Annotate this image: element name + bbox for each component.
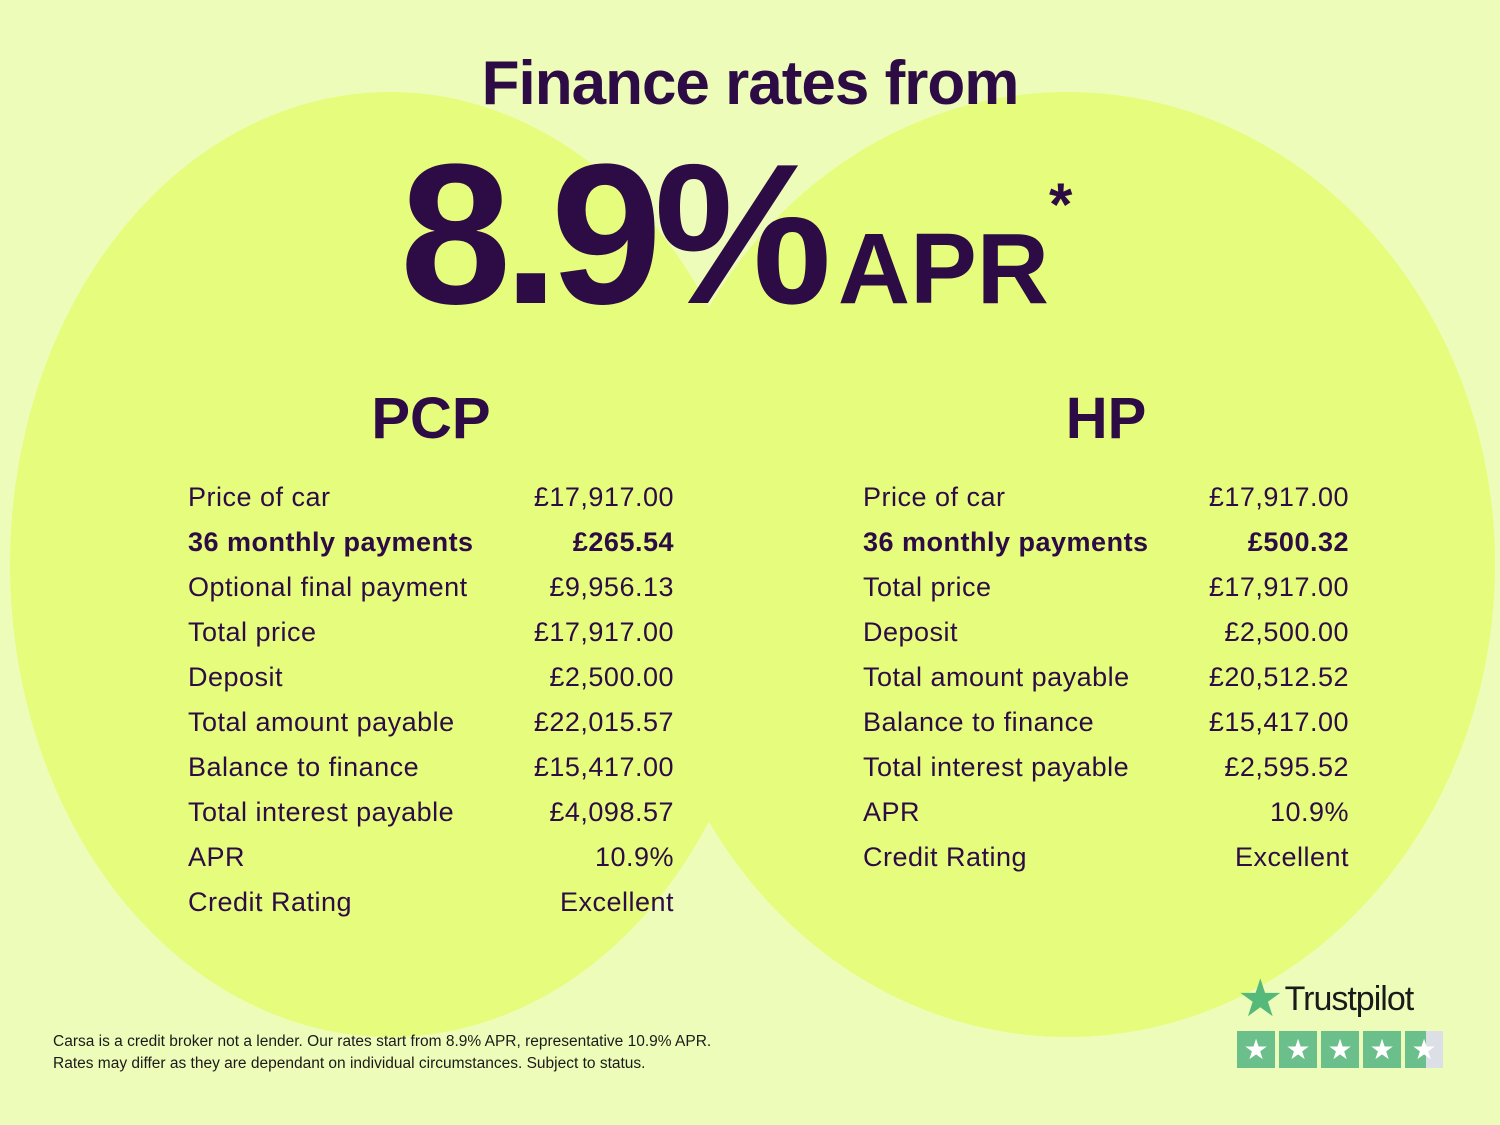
rating-star-icon: ★ <box>1321 1031 1359 1068</box>
table-row: Total interest payable £2,595.52 <box>863 745 1349 790</box>
star-icon: ★ <box>1237 970 1284 1028</box>
row-label: Total interest payable <box>188 797 455 827</box>
table-row: Total interest payable £4,098.57 <box>188 790 674 835</box>
row-label: Total amount payable <box>863 662 1130 692</box>
row-label: 36 monthly payments <box>863 527 1149 557</box>
row-label: 36 monthly payments <box>188 527 474 557</box>
rating-star-icon: ★ <box>1279 1031 1317 1068</box>
trustpilot-logo: ★ Trustpilot <box>1237 970 1447 1028</box>
row-label: Deposit <box>188 662 284 692</box>
row-label: Total price <box>863 572 992 602</box>
table-row: Credit Rating Excellent <box>188 880 674 925</box>
row-value: £500.32 <box>1247 527 1349 557</box>
table-row: Balance to finance £15,417.00 <box>863 700 1349 745</box>
row-label: Balance to finance <box>188 752 420 782</box>
row-label: Price of car <box>188 482 331 512</box>
rating-star-icon: ★ <box>1237 1031 1275 1068</box>
disclaimer: Carsa is a credit broker not a lender. O… <box>53 1031 711 1075</box>
row-label: Credit Rating <box>188 887 353 917</box>
row-label: Price of car <box>863 482 1006 512</box>
row-value: £17,917.00 <box>1208 482 1349 512</box>
table-row: Price of car £17,917.00 <box>863 475 1349 520</box>
row-value: £20,512.52 <box>1208 662 1349 692</box>
row-value: £17,917.00 <box>1208 572 1349 602</box>
trustpilot-name: Trustpilot <box>1284 979 1415 1018</box>
table-row: APR 10.9% <box>863 790 1349 835</box>
row-value: 10.9% <box>594 842 674 872</box>
table-row: Total price £17,917.00 <box>188 610 674 655</box>
table-row: Total amount payable £20,512.52 <box>863 655 1349 700</box>
row-value: £22,015.57 <box>533 707 674 737</box>
rating-star-icon: ★ <box>1363 1031 1401 1068</box>
row-value: £15,417.00 <box>533 752 674 782</box>
row-value: £2,500.00 <box>549 662 674 692</box>
table-row: Price of car £17,917.00 <box>188 475 674 520</box>
table-row: Deposit £2,500.00 <box>188 655 674 700</box>
hp-table: HP Price of car £17,917.00 36 monthly paym… <box>863 385 1349 880</box>
row-value: Excellent <box>1234 842 1349 872</box>
row-label: Total amount payable <box>188 707 455 737</box>
headline: Finance rates from <box>481 49 1020 118</box>
row-label: Optional final payment <box>188 572 468 602</box>
row-value: £15,417.00 <box>1208 707 1349 737</box>
row-value: £2,595.52 <box>1224 752 1349 782</box>
table-row: Total amount payable £22,015.57 <box>188 700 674 745</box>
table-row: APR 10.9% <box>188 835 674 880</box>
table-row: 36 monthly payments £265.54 <box>188 520 674 565</box>
hp-title: HP <box>1065 386 1147 451</box>
row-label: Balance to finance <box>863 707 1095 737</box>
trustpilot-badge: ★ Trustpilot ★ ★ ★ ★ ★ <box>1237 970 1447 1068</box>
background-blob-right <box>640 92 1495 1037</box>
table-row: Balance to finance £15,417.00 <box>188 745 674 790</box>
table-row: Optional final payment £9,956.13 <box>188 565 674 610</box>
row-label: APR <box>863 797 921 827</box>
row-value: £2,500.00 <box>1224 617 1349 647</box>
table-row: Total price £17,917.00 <box>863 565 1349 610</box>
row-value: £9,956.13 <box>549 572 674 602</box>
rating-star-icon: ★ <box>1405 1031 1443 1068</box>
pcp-title: PCP <box>371 386 491 451</box>
table-row: Credit Rating Excellent <box>863 835 1349 880</box>
rate-asterisk: * <box>1049 171 1073 238</box>
table-row: Deposit £2,500.00 <box>863 610 1349 655</box>
row-value: £265.54 <box>572 527 674 557</box>
disclaimer-line: Rates may differ as they are dependant o… <box>53 1055 646 1072</box>
rate-value: 8.9% <box>400 123 832 346</box>
trustpilot-rating: ★ ★ ★ ★ ★ <box>1237 1031 1447 1068</box>
row-label: Credit Rating <box>863 842 1028 872</box>
row-value: 10.9% <box>1269 797 1349 827</box>
row-value: Excellent <box>559 887 674 917</box>
disclaimer-line: Carsa is a credit broker not a lender. O… <box>53 1033 712 1050</box>
row-label: Total interest payable <box>863 752 1130 782</box>
table-row: 36 monthly payments £500.32 <box>863 520 1349 565</box>
rate-apr-label: APR <box>837 213 1049 325</box>
row-value: £17,917.00 <box>533 482 674 512</box>
row-label: Total price <box>188 617 317 647</box>
row-label: Deposit <box>863 617 959 647</box>
pcp-table: PCP Price of car £17,917.00 36 monthly pay… <box>188 385 674 925</box>
row-label: APR <box>188 842 246 872</box>
row-value: £4,098.57 <box>549 797 674 827</box>
headline-rate: 8.9% APR* <box>400 120 1072 350</box>
row-value: £17,917.00 <box>533 617 674 647</box>
